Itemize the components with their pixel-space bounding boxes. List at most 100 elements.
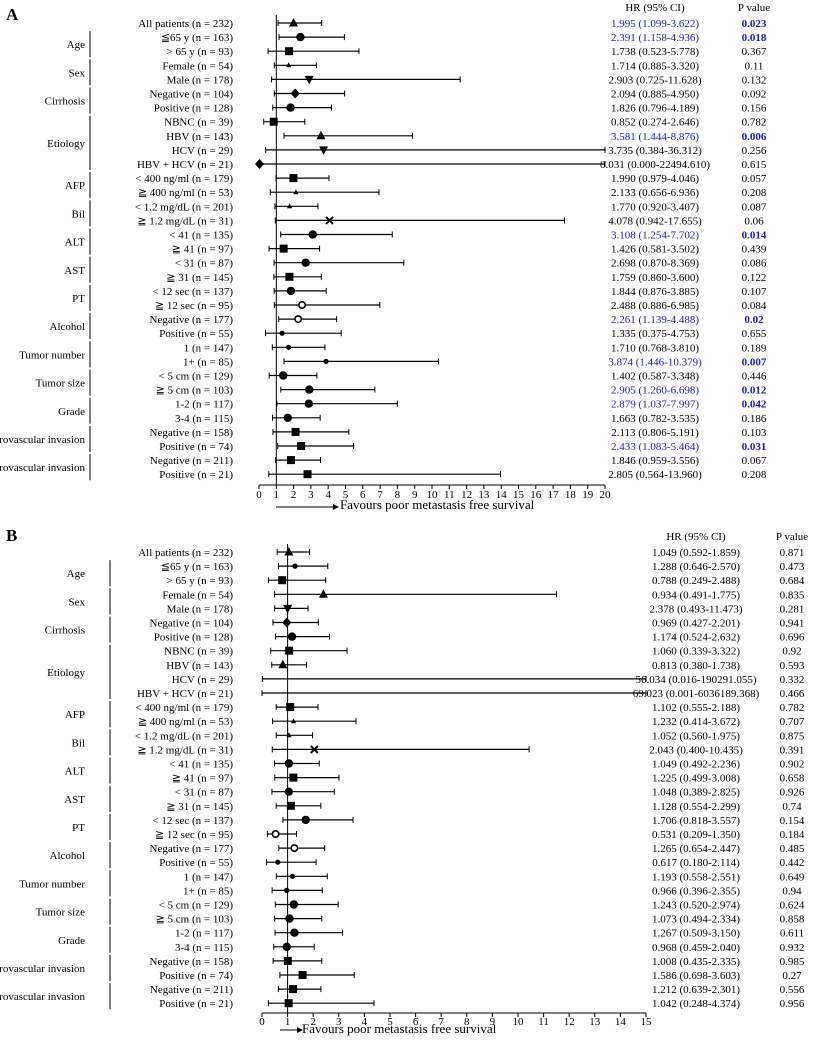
group-label: PT — [72, 822, 85, 834]
row-label: 1-2 (n = 117) — [175, 928, 233, 940]
hr-ci-value: 2.903 (0.725-11.628) — [608, 74, 701, 86]
p-value: 0.615 — [742, 159, 767, 171]
group-label: AST — [64, 265, 85, 277]
hr-point-marker — [286, 62, 292, 68]
hr-point-marker — [304, 75, 314, 85]
p-value: 0.658 — [780, 773, 805, 785]
x-tick-label: 8 — [464, 1016, 470, 1028]
row-label: < 12 sec (n = 137) — [152, 286, 233, 298]
hr-point-marker — [316, 130, 326, 140]
group-label: Etiology — [47, 138, 85, 150]
hr-point-marker — [305, 385, 314, 394]
hr-point-marker — [285, 914, 294, 923]
p-value: 0.031 — [742, 441, 767, 453]
x-tick-label: 10 — [427, 489, 439, 501]
p-value: 0.086 — [742, 258, 767, 270]
x-tick-label: 5 — [343, 489, 349, 501]
p-value: 0.208 — [742, 187, 767, 199]
row-label: HBV + HCV (n = 21) — [137, 688, 233, 700]
x-tick-label: 14 — [615, 1016, 627, 1028]
p-value: 0.875 — [780, 730, 805, 742]
row-label: Negative (n = 104) — [150, 89, 234, 101]
group-label: Age — [67, 568, 85, 580]
hr-ci-value: 1.232 (0.414-3.672) — [652, 716, 740, 728]
hr-ci-value: 1.335 (0.375-4.753) — [611, 328, 699, 340]
row-label: HBV (n = 143) — [166, 660, 233, 672]
row-label: All patients (n = 232) — [138, 547, 233, 559]
hr-ci-value: 1.426 (0.581-3.502) — [611, 244, 699, 256]
hr-point-marker — [284, 887, 290, 894]
row-label: < 400 ng/ml (n = 179) — [135, 173, 233, 185]
hr-point-marker — [271, 829, 280, 838]
x-tick-label: 3 — [308, 489, 314, 501]
x-tick-label: 2 — [291, 489, 297, 501]
panel-b: B HR (95% CI) P value Favours poor metas… — [0, 526, 808, 1036]
hr-point-marker — [284, 999, 293, 1008]
hr-point-marker — [304, 399, 314, 408]
hr-ci-value: 0.852 (0.274-2.646) — [611, 117, 699, 129]
hr-ci-value: 1.995 (1.099-3.622) — [611, 18, 699, 30]
x-tick-label: 13 — [589, 1016, 601, 1028]
hr-point-marker — [290, 88, 300, 99]
row-label: 1 (n = 147) — [184, 342, 234, 354]
hr-ci-value: 1.102 (0.555-2.188) — [652, 702, 740, 714]
hr-ci-value: 1.128 (0.554-2.299) — [652, 801, 740, 813]
hr-ci-value: 1.042 (0.248-4.374) — [652, 998, 740, 1010]
panel-label: A — [6, 5, 19, 24]
row-label: Positive (n = 74) — [159, 441, 233, 453]
group-label: Macrovascular invasion — [0, 462, 85, 474]
row-label: ≧ 41 (n = 97) — [172, 773, 234, 785]
row-label: All patients (n = 232) — [138, 18, 233, 30]
x-axis-label: Favours poor metastasis free survival — [340, 497, 535, 512]
row-label: Negative (n = 104) — [150, 618, 234, 630]
group-label: AST — [64, 794, 85, 806]
hr-point-marker — [289, 773, 298, 782]
hr-point-marker — [286, 732, 292, 738]
hr-ci-value: 1.049 (0.492-2.236) — [652, 759, 740, 771]
p-value: 0.707 — [780, 716, 805, 728]
row-label: NBNC (n = 39) — [164, 646, 233, 658]
hr-ci-value: 3.874 (1.446-10.379) — [608, 356, 702, 368]
hr-point-marker — [284, 547, 294, 556]
hr-ci-value: 1.049 (0.592-1.859) — [652, 547, 740, 559]
hr-point-marker — [289, 873, 296, 879]
hr-ci-value: 1.073 (0.494-2.334) — [652, 914, 740, 926]
row-label: < 41 (n = 135) — [169, 230, 233, 242]
p-value-column-header: P value — [738, 2, 770, 14]
p-value: 0.057 — [742, 173, 767, 185]
hr-point-marker — [285, 646, 294, 655]
x-tick-label: 1 — [285, 1016, 291, 1028]
p-value: 0.94 — [782, 885, 802, 897]
p-value: 0.186 — [742, 413, 767, 425]
row-label: Negative (n = 158) — [150, 427, 234, 439]
p-value: 0.624 — [780, 900, 805, 912]
hr-point-marker — [282, 942, 291, 951]
group-label: AFP — [65, 709, 85, 721]
p-value: 0.103 — [742, 427, 767, 439]
row-label: HBV + HCV (n = 21) — [137, 159, 233, 171]
hr-ci-value: 3.108 (1.254-7.702) — [611, 230, 699, 242]
group-label: Grade — [58, 406, 85, 418]
hr-point-marker — [286, 456, 295, 465]
hr-ci-value: 4.078 (0.942-17.655) — [608, 215, 702, 227]
group-label: Age — [67, 39, 85, 51]
hr-ci-value: 2.133 (0.656-6.936) — [611, 187, 699, 199]
hr-ci-value: 2.805 (0.564-13.960) — [608, 469, 702, 481]
p-value: 0.023 — [742, 18, 767, 30]
hr-ci-value: 3.735 (0.384-36.312) — [608, 145, 702, 157]
p-value: 0.932 — [780, 942, 805, 954]
hr-ci-value: 1.048 (0.389-2.825) — [652, 787, 740, 799]
hr-ci-value: 1.706 (0.818-3.557) — [652, 815, 740, 827]
p-value: 0.122 — [742, 272, 767, 284]
row-label: < 41 (n = 135) — [169, 759, 233, 771]
group-label: Grade — [58, 935, 85, 947]
row-label: < 5 cm (n = 129) — [159, 371, 234, 383]
row-label: Positive (n = 21) — [159, 469, 233, 481]
p-value: 0.018 — [742, 32, 767, 44]
hr-ci-value: 3.581 (1.444-8.876) — [611, 131, 699, 143]
p-value: 0.684 — [780, 575, 805, 587]
x-tick-label: 6 — [413, 1016, 419, 1028]
p-value: 0.012 — [742, 385, 767, 397]
p-value: 0.466 — [780, 688, 805, 700]
row-label: ≧ 400 ng/ml (n = 53) — [138, 716, 234, 728]
